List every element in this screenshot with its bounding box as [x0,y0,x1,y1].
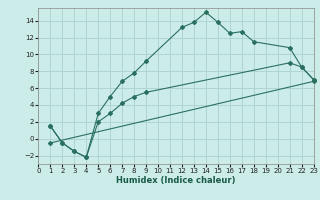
X-axis label: Humidex (Indice chaleur): Humidex (Indice chaleur) [116,176,236,185]
